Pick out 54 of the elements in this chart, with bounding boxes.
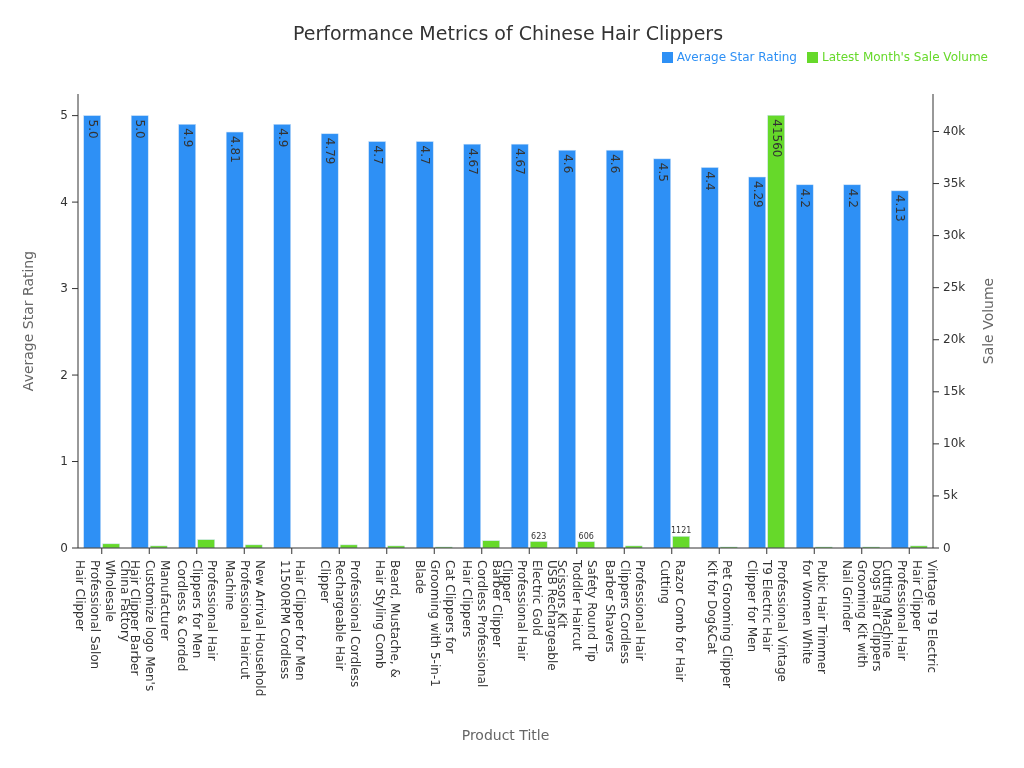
data-label: 4.9 — [275, 128, 290, 148]
data-label: 4.29 — [750, 181, 765, 208]
x-tick-label: Professional Hair Clippers Cordless Barber Shavers — [602, 560, 647, 664]
x-tick-label: Professional Vintage T9 Electric Hair Clipper for Men — [745, 559, 790, 682]
x-tick-label: Professional Cordless Rechargeable Hair Clipper — [317, 560, 362, 688]
data-label: 4.9 — [180, 128, 195, 148]
data-label: 4.7 — [370, 145, 385, 165]
y2-tick-label: 15k — [943, 384, 966, 399]
data-label: 623 — [531, 531, 547, 541]
data-label: 5.0 — [133, 119, 148, 139]
y-tick-label: 0 — [60, 540, 68, 555]
data-label: 41560 — [769, 119, 784, 158]
data-label: 4.2 — [845, 188, 860, 208]
data-label: 4.81 — [228, 136, 243, 163]
data-label: 5.0 — [85, 119, 100, 139]
data-label: 606 — [578, 531, 594, 541]
x-tick-label: Beard, Mustache, & Hair Styling Comb — [372, 560, 402, 678]
data-label: 4.7 — [418, 145, 433, 165]
y-tick-label: 3 — [60, 281, 68, 296]
data-label: 4.67 — [513, 148, 528, 175]
y2-tick-label: 30k — [943, 228, 966, 243]
y2-axis-title: Sale Volume — [979, 277, 996, 365]
y-axis-title: Average Star Rating — [19, 250, 36, 392]
data-label: 4.79 — [323, 137, 338, 165]
data-label: 4.67 — [465, 148, 480, 175]
y2-tick-label: 5k — [943, 488, 958, 503]
y-tick-label: 2 — [60, 367, 68, 382]
data-label: 1121 — [671, 526, 692, 536]
y-tick-label: 1 — [60, 454, 68, 469]
x-axis-title: Product Title — [461, 727, 550, 743]
y2-tick-label: 25k — [943, 280, 966, 295]
data-label: 4.5 — [655, 162, 670, 182]
legend-label: Latest Month's Sale Volume — [821, 50, 988, 64]
x-tick-label: Razor Comb for Hair Cutting — [657, 560, 687, 682]
legend-label: Average Star Rating — [676, 50, 797, 64]
x-tick-label: New Arrival Household Professional Haircut Machine — [222, 560, 267, 697]
y2-tick-label: 35k — [943, 176, 966, 191]
y2-tick-label: 10k — [943, 436, 966, 451]
x-tick-label: Professional Hair Clippers for Men Cordless & Corded — [175, 560, 220, 672]
x-tick-label: Pet Grooming Clipper Kit for Dog&Cat — [705, 560, 735, 689]
x-tick-label: Cat Clippers for Grooming with 5-in-1 Blade — [412, 560, 457, 687]
data-label: 4.6 — [608, 154, 623, 174]
data-label: 4.6 — [560, 154, 575, 174]
y-tick-label: 4 — [60, 194, 68, 209]
chart-title: Performance Metrics of Chinese Hair Clippers — [291, 22, 725, 44]
data-label: 4.2 — [798, 188, 813, 208]
data-label: 4.13 — [893, 194, 908, 222]
y2-tick-label: 0 — [943, 540, 951, 555]
y-tick-label: 5 — [60, 108, 68, 123]
y2-tick-label: 20k — [943, 332, 966, 347]
y2-tick-label: 40k — [943, 123, 966, 138]
x-tick-label: Hair Clipper for Men 11500RPM Cordless — [277, 560, 307, 681]
data-label: 4.4 — [703, 171, 718, 191]
x-tick-label: Pubic Hair Trimmer for Women White — [800, 560, 830, 675]
